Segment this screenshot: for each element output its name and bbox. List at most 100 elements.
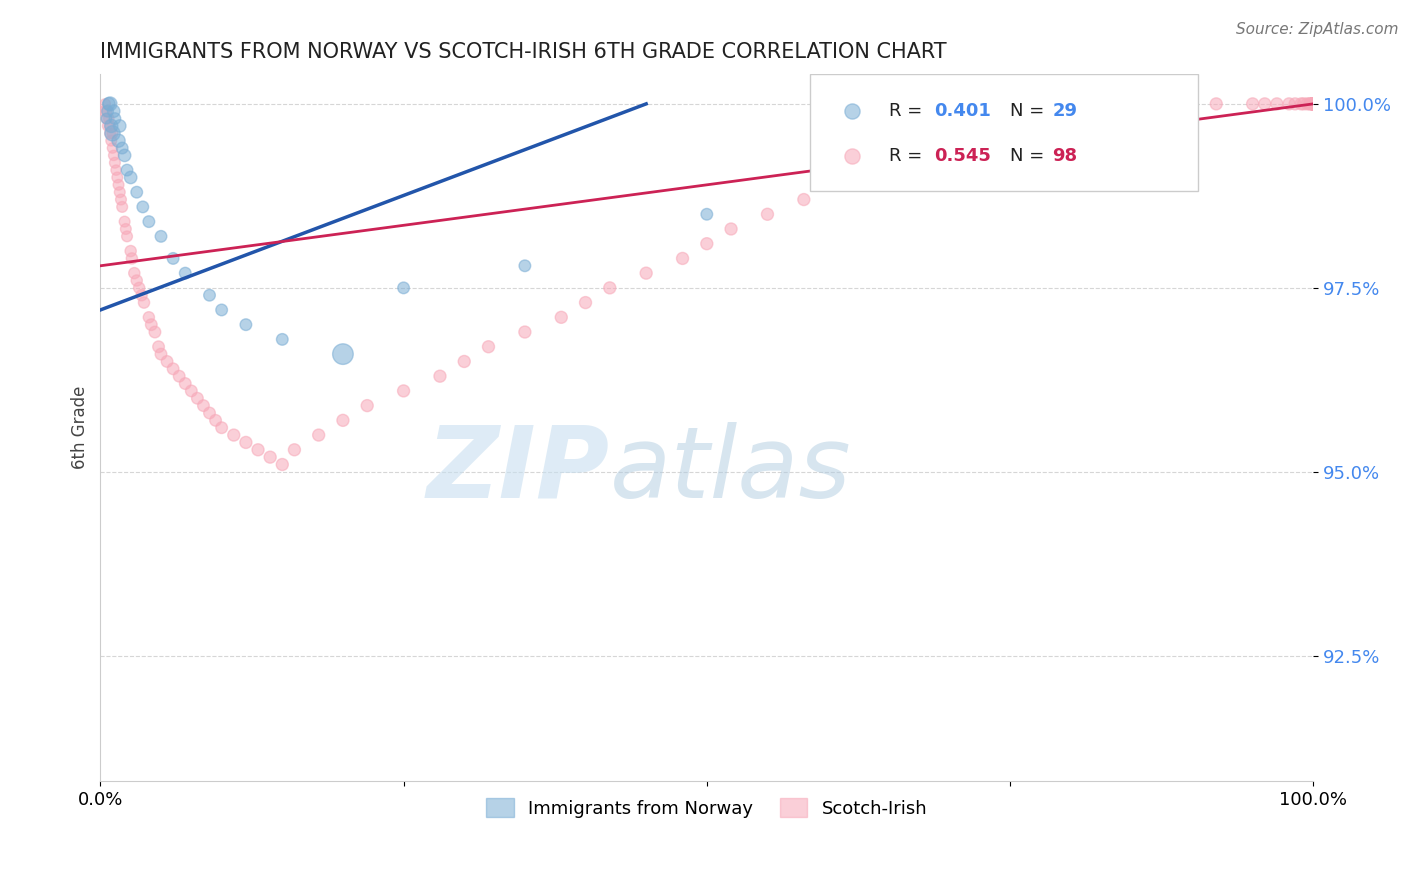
Point xyxy=(96,104,118,119)
Point xyxy=(222,428,245,442)
Point xyxy=(141,318,163,332)
Point xyxy=(97,119,120,133)
Point xyxy=(193,399,215,413)
Point xyxy=(1302,96,1324,111)
Point xyxy=(356,399,378,413)
Point xyxy=(115,163,138,178)
Point xyxy=(1254,96,1277,111)
Point xyxy=(1060,119,1083,133)
Point xyxy=(1298,96,1320,111)
Point xyxy=(756,207,779,221)
Point xyxy=(100,134,122,148)
Point xyxy=(105,170,128,185)
Text: Source: ZipAtlas.com: Source: ZipAtlas.com xyxy=(1236,22,1399,37)
Point xyxy=(125,273,148,287)
Text: atlas: atlas xyxy=(610,422,852,518)
Point xyxy=(1296,96,1319,111)
Point xyxy=(599,281,621,295)
Point xyxy=(115,229,138,244)
Point xyxy=(104,155,127,169)
Point xyxy=(1121,104,1143,119)
Point xyxy=(120,170,142,185)
Point xyxy=(1299,96,1322,111)
Point xyxy=(198,406,221,420)
Point xyxy=(100,119,122,133)
Text: 0.401: 0.401 xyxy=(934,103,990,120)
Point xyxy=(97,104,120,119)
Point xyxy=(132,295,155,310)
Text: 0.545: 0.545 xyxy=(934,146,990,165)
Point xyxy=(143,325,166,339)
Point xyxy=(1292,96,1315,111)
Legend: Immigrants from Norway, Scotch-Irish: Immigrants from Norway, Scotch-Irish xyxy=(479,791,935,825)
Point xyxy=(1302,96,1324,111)
Point xyxy=(1284,96,1306,111)
Point xyxy=(105,163,128,178)
Point xyxy=(97,112,120,126)
Point xyxy=(114,214,136,228)
Point xyxy=(1302,96,1324,111)
Point xyxy=(96,112,118,126)
Point xyxy=(211,420,233,434)
Point xyxy=(111,141,134,155)
Point xyxy=(174,376,197,391)
Point xyxy=(271,458,294,472)
Point xyxy=(1302,96,1324,111)
Text: N =: N = xyxy=(1010,103,1050,120)
Point xyxy=(101,126,124,140)
Point xyxy=(1265,96,1288,111)
Point xyxy=(332,347,354,361)
Point xyxy=(513,325,536,339)
Point xyxy=(392,384,415,398)
Point xyxy=(235,318,257,332)
Point xyxy=(429,369,451,384)
Point xyxy=(259,450,281,465)
Point xyxy=(101,141,124,155)
Point xyxy=(132,200,155,214)
Point xyxy=(204,413,226,427)
Point xyxy=(1289,96,1312,111)
Point xyxy=(114,148,136,162)
Point xyxy=(671,252,693,266)
Point xyxy=(125,185,148,199)
Point xyxy=(128,281,150,295)
Point xyxy=(477,340,499,354)
Point xyxy=(1302,96,1324,111)
Point xyxy=(235,435,257,450)
Point xyxy=(1302,96,1324,111)
Point xyxy=(283,442,305,457)
Point xyxy=(720,222,742,236)
Point xyxy=(392,281,415,295)
Point xyxy=(111,200,134,214)
Point xyxy=(107,134,129,148)
Y-axis label: 6th Grade: 6th Grade xyxy=(72,386,89,469)
Point xyxy=(308,428,330,442)
Point xyxy=(98,126,121,140)
Point xyxy=(1302,96,1324,111)
Point xyxy=(550,310,572,325)
Point xyxy=(174,266,197,280)
Text: R =: R = xyxy=(889,103,928,120)
Point xyxy=(247,442,270,457)
Point xyxy=(793,193,815,207)
Point xyxy=(94,96,117,111)
Point xyxy=(1302,96,1324,111)
Point xyxy=(101,126,124,140)
Point xyxy=(167,369,190,384)
Point xyxy=(1301,96,1323,111)
Text: IMMIGRANTS FROM NORWAY VS SCOTCH-IRISH 6TH GRADE CORRELATION CHART: IMMIGRANTS FROM NORWAY VS SCOTCH-IRISH 6… xyxy=(100,42,948,62)
Point xyxy=(138,214,160,228)
FancyBboxPatch shape xyxy=(810,74,1198,191)
Text: ZIP: ZIP xyxy=(427,422,610,518)
Point xyxy=(198,288,221,302)
Point xyxy=(97,96,120,111)
Point xyxy=(186,391,208,405)
Point xyxy=(636,266,658,280)
Point xyxy=(120,244,142,258)
Point xyxy=(817,178,839,192)
Point xyxy=(103,148,125,162)
Point xyxy=(877,163,900,178)
Point xyxy=(162,252,184,266)
Point xyxy=(104,112,127,126)
Point xyxy=(108,185,131,199)
